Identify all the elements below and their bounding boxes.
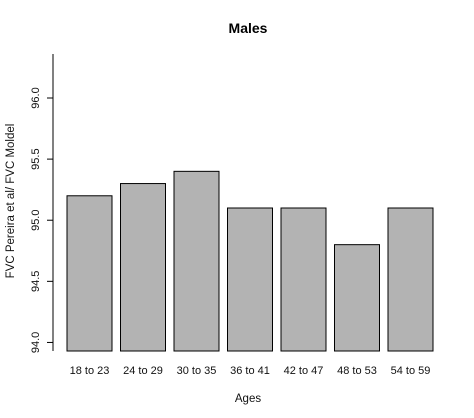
- y-axis-label: FVC Pereira et al/ FVC Moldel: [5, 124, 17, 279]
- y-tick-label: 95.0: [30, 210, 42, 231]
- y-tick-label: 94.5: [30, 271, 42, 292]
- x-tick-label: 48 to 53: [337, 365, 377, 377]
- bars-group: [66, 170, 434, 352]
- x-tick-label: 24 to 29: [123, 365, 163, 377]
- bar-24-to-29: [120, 183, 166, 352]
- bar-48-to-53: [334, 244, 380, 352]
- y-tick-label: 95.5: [30, 148, 42, 169]
- x-tick-label: 42 to 47: [284, 365, 324, 377]
- x-tick-label: 30 to 35: [177, 365, 217, 377]
- y-tick-label: 94.0: [30, 332, 42, 353]
- bar-30-to-35: [173, 170, 220, 352]
- chart-title: Males: [229, 20, 268, 36]
- x-axis-tick-labels: 18 to 23 24 to 29 30 to 35 36 to 41 42 to 47…: [70, 365, 431, 377]
- x-axis-label: Ages: [235, 393, 261, 405]
- y-tick-label: 96.0: [30, 87, 42, 108]
- bar-54-to-59: [387, 207, 434, 352]
- x-tick-label: 36 to 41: [230, 365, 270, 377]
- x-tick-label: 18 to 23: [70, 365, 110, 377]
- x-tick-label: 54 to 59: [391, 365, 431, 377]
- bar-18-to-23: [66, 195, 113, 352]
- bar-36-to-41: [227, 207, 273, 352]
- bar-42-to-47: [280, 207, 327, 352]
- y-axis-ticks: 94.0 94.5 95.0 95.5 96.0: [30, 87, 53, 353]
